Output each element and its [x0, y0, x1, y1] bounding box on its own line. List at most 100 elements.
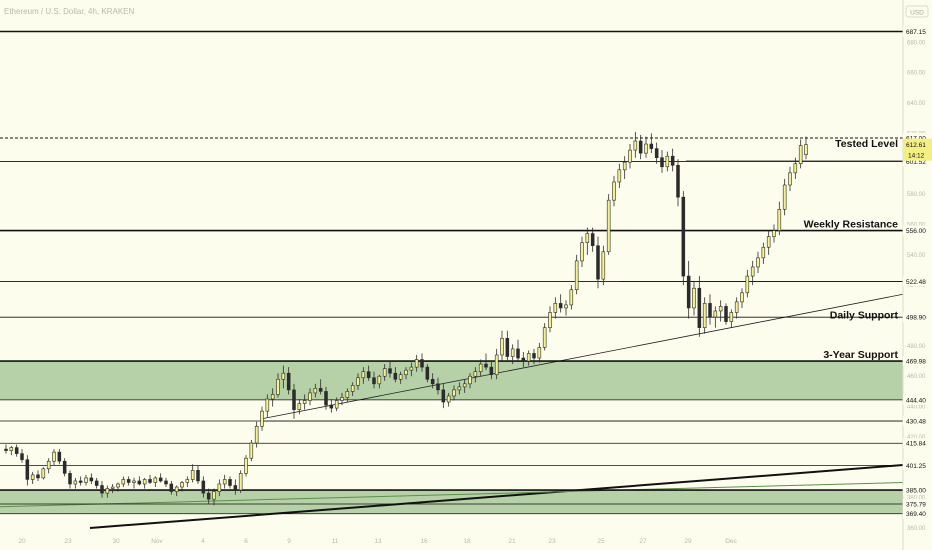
candle-body [158, 477, 163, 482]
candle [340, 392, 344, 406]
candle [142, 477, 147, 489]
candle-body [164, 480, 168, 485]
candle-body [4, 448, 8, 451]
x-tick-label: 21 [508, 538, 516, 545]
candle [708, 294, 712, 325]
candle-body [548, 312, 552, 328]
candle-body [382, 368, 387, 377]
candle-body [94, 480, 99, 486]
candle [222, 474, 227, 489]
candle-body [62, 460, 67, 474]
candle-body [116, 483, 120, 488]
candle [729, 309, 734, 328]
candle-body [206, 492, 211, 500]
candle-body [20, 453, 24, 461]
candle [308, 388, 312, 406]
candle-body [57, 451, 62, 462]
candle-body [366, 371, 371, 379]
candle-body [84, 477, 88, 483]
candle-body [761, 246, 766, 259]
candle-body [697, 287, 702, 328]
price-tick-label: 380.00 [907, 496, 926, 502]
candle [441, 383, 446, 409]
candle [494, 348, 499, 380]
candle [724, 303, 728, 325]
candle [100, 480, 104, 498]
x-tick-label: 23 [64, 538, 72, 545]
price-tick-label: 680.00 [907, 40, 926, 46]
candle [52, 449, 56, 466]
x-tick-label: 18 [463, 538, 471, 545]
candle [14, 444, 19, 457]
candle-body [78, 480, 83, 483]
candle-body [478, 363, 483, 372]
price-tick-label: 640.00 [907, 101, 926, 107]
candle [425, 364, 430, 383]
candle-body [441, 389, 446, 403]
price-level-tag [903, 26, 932, 37]
candle-body [110, 486, 115, 489]
candle [649, 133, 654, 154]
candle-body [521, 357, 526, 362]
price-level-tag [903, 485, 932, 496]
candle-body [718, 306, 723, 312]
candle [126, 476, 131, 486]
candle [580, 236, 584, 267]
candle-body [329, 404, 334, 409]
candle [110, 483, 115, 494]
level-annotation: 3-Year Support [823, 349, 898, 361]
candle [734, 297, 739, 319]
candle [260, 406, 264, 431]
candle-body [510, 348, 515, 357]
candle-body [142, 479, 147, 485]
candle-body [148, 479, 152, 483]
candle [484, 353, 488, 371]
candle-body [564, 304, 568, 309]
candle [574, 254, 579, 295]
price-tick-label: 480.00 [907, 344, 926, 350]
candle [393, 367, 398, 383]
x-tick-label: 23 [548, 538, 556, 545]
candle [36, 470, 40, 481]
candle [121, 476, 126, 488]
candle [84, 474, 88, 486]
candle-body [297, 403, 302, 410]
candle [244, 455, 248, 477]
candle-body [569, 289, 574, 306]
candle-body [388, 368, 392, 374]
price-level-label: 556.00 [906, 228, 926, 235]
current-price-tag[interactable] [903, 138, 932, 150]
candle-body [425, 366, 430, 380]
candle [377, 374, 382, 389]
candle [542, 323, 547, 351]
candle [756, 251, 760, 274]
candle [25, 455, 30, 486]
candle [329, 399, 334, 413]
candle-body [30, 474, 35, 480]
candle-body [249, 442, 254, 459]
candle-body [430, 378, 435, 385]
candle [270, 388, 275, 407]
candle-body [606, 199, 611, 253]
currency-badge[interactable] [905, 5, 929, 18]
candle-body [580, 242, 584, 262]
candle-body [313, 388, 318, 394]
price-level-label: 444.40 [906, 397, 926, 404]
price-level-tag [903, 132, 932, 143]
candle [212, 488, 216, 506]
candle [276, 373, 280, 398]
candle [526, 350, 531, 366]
price-axis[interactable] [903, 0, 932, 550]
candle-body [36, 474, 40, 479]
price-level-label: 687.15 [906, 29, 926, 36]
price-tick-label: 360.00 [907, 526, 926, 532]
candle [489, 361, 494, 380]
candle-body [708, 303, 712, 318]
candle [286, 367, 291, 395]
price-tick-label: 440.00 [907, 405, 926, 411]
candle-body [665, 155, 670, 168]
candle [94, 477, 99, 489]
candle [500, 330, 504, 362]
candle [788, 166, 792, 192]
